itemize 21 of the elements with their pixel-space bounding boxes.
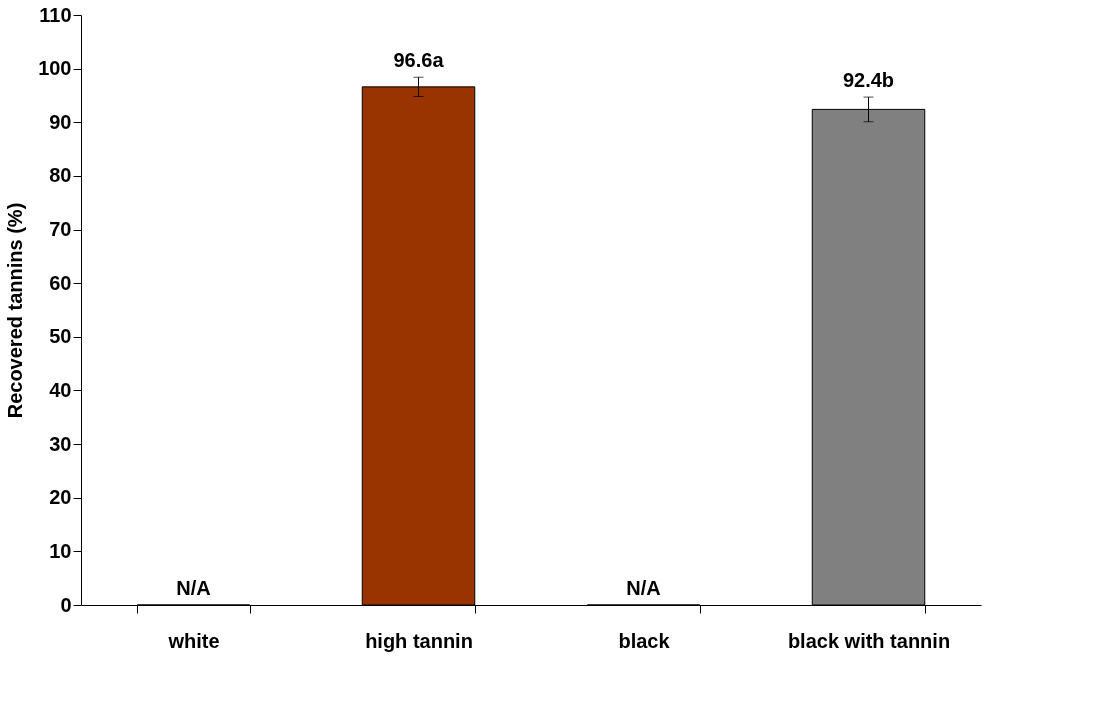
data-label: N/A [626,577,661,599]
x-tick-label: black [618,629,671,652]
data-label: N/A [176,577,211,599]
y-tick-label: 90 [49,110,72,133]
y-axis-title: Recovered tannins (%) [4,202,27,419]
x-tick-label: high tannin [365,629,473,652]
y-tick-label: 10 [49,539,72,562]
y-tick-label: 0 [60,593,72,616]
y-tick-label: 60 [49,271,72,294]
y-tick-label: 30 [49,432,72,455]
y-tick-label: 110 [39,3,72,26]
y-tick-label: 50 [49,325,72,348]
data-label: 92.4b [842,69,895,92]
x-tick-label: black with tannin [787,629,951,652]
y-tick-label: 70 [49,218,72,241]
y-tick-label: 100 [38,57,72,80]
y-tick-label: 80 [49,164,72,187]
x-tick-label: white [167,629,220,652]
y-tick-label: 40 [49,378,72,401]
data-label: 96.6a [393,49,445,72]
y-tick-label: 20 [49,486,72,509]
